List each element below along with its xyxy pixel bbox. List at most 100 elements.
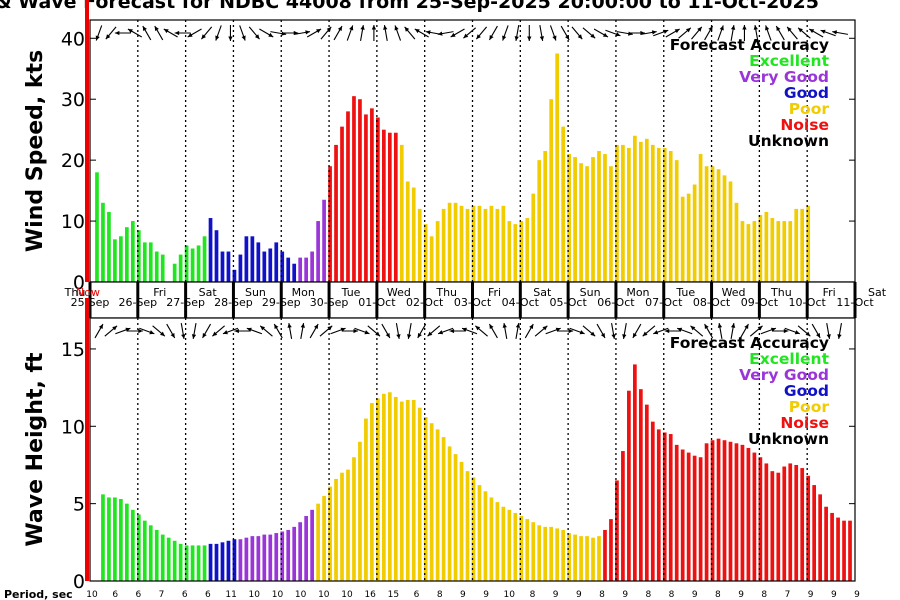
wave-direction-arrow-head (300, 323, 305, 328)
wave-direction-arrow-head (717, 323, 723, 328)
wave-legend-very-good: Very Good (739, 366, 829, 384)
wave-bar (836, 517, 840, 581)
wave-bar (692, 455, 697, 581)
wave-bar (166, 537, 171, 581)
wind-direction-arrow (691, 26, 703, 40)
wave-direction-arrow (341, 328, 358, 334)
wind-legend-title: Forecast Accuracy (670, 36, 829, 54)
wind-bar (513, 224, 518, 282)
day-date-label: 09-Oct (741, 296, 779, 309)
wave-bar (495, 502, 500, 581)
wave-bar (818, 494, 822, 581)
wave-direction-arrow-head (542, 325, 548, 331)
wind-bar (465, 208, 470, 282)
wave-bar (447, 446, 452, 581)
wind-legend-good: Good (784, 84, 829, 102)
wave-bar (376, 398, 380, 581)
wind-bar (184, 245, 189, 282)
wind-bar (627, 147, 631, 282)
wind-direction-arrow (187, 28, 202, 38)
period-value: 8 (599, 590, 605, 600)
day-date-label: 28-Sep (214, 296, 253, 309)
day-date-label: 30-Sep (310, 296, 349, 309)
wind-bar (393, 132, 398, 282)
wave-bar (268, 534, 273, 581)
wind-bar (782, 221, 787, 282)
wave-direction-arrow (730, 323, 736, 339)
wave-bar (423, 417, 428, 581)
wind-direction-arrow (640, 30, 657, 35)
wind-direction-arrow (549, 25, 557, 41)
wind-bar (585, 166, 589, 282)
wind-direction-arrow-head (765, 25, 770, 31)
wave-bar (477, 485, 482, 581)
wind-direction-arrow-head (502, 35, 507, 41)
wind-direction-arrow (114, 30, 131, 36)
wind-direction-arrow-head (590, 33, 596, 39)
wind-direction-arrow-head (719, 25, 724, 31)
wave-direction-arrow (664, 328, 681, 334)
wind-direction-arrow-head (215, 35, 220, 41)
wave-bar (154, 529, 159, 581)
wave-direction-arrow-head (246, 327, 252, 332)
wind-bar (364, 114, 368, 282)
day-name-label: Tue (675, 286, 695, 299)
wind-bar (800, 208, 805, 282)
wind-direction-arrow-head (425, 30, 431, 35)
wind-bar (328, 166, 332, 282)
wind-direction-arrow-head (114, 30, 120, 36)
wind-bar (196, 245, 201, 282)
period-value: 9 (692, 590, 698, 600)
wave-bar (262, 534, 267, 581)
wind-direction-arrow (765, 25, 772, 41)
day-date-label: 29-Sep (262, 296, 301, 309)
wave-ylabel: Wave Height, ft (23, 352, 48, 547)
day-name-label: Sat (868, 286, 887, 299)
wind-bar (483, 208, 488, 282)
wave-direction-arrow-head (202, 332, 207, 338)
wind-bar (621, 144, 625, 282)
wave-bar (453, 454, 458, 581)
wind-bar (549, 99, 554, 282)
day-name-label: Thu (770, 286, 792, 299)
day-date-label: 10-Oct (789, 296, 827, 309)
wind-direction-arrow (215, 25, 222, 41)
day-name-label: Thu (435, 286, 457, 299)
wind-direction-arrow (394, 25, 402, 41)
wave-bar (561, 529, 565, 581)
wave-bar (435, 429, 440, 581)
wind-direction-arrow-head (776, 26, 781, 32)
wave-direction-arrow-head (222, 330, 228, 335)
wave-bar (585, 536, 589, 581)
wave-direction-arrow (191, 323, 197, 339)
wave-frame (89, 317, 856, 582)
wind-bar (704, 166, 709, 282)
wave-bar (483, 491, 488, 581)
wind-bar (417, 208, 422, 282)
day-date-label: 02-Oct (406, 296, 444, 309)
wind-bar (788, 221, 793, 282)
wind-bar (740, 221, 745, 282)
wind-direction-arrow (665, 28, 680, 38)
wave-direction-arrow (524, 323, 534, 339)
wind-direction-arrow-head (527, 36, 532, 41)
wind-direction-arrow (775, 25, 785, 41)
wind-direction-arrow (154, 25, 164, 41)
wind-bar (591, 157, 595, 282)
wave-direction-arrow (437, 327, 454, 335)
day-date-label: 11-Oct (836, 296, 874, 309)
wave-bar (399, 401, 404, 581)
wave-bar (286, 529, 291, 581)
wave-direction-arrow-head (313, 324, 319, 330)
wave-direction-arrow-head (826, 334, 831, 339)
period-value: 10 (249, 590, 261, 600)
wind-bar (722, 175, 727, 282)
wave-legend-excellent: Excellent (749, 350, 829, 368)
period-value: 9 (553, 590, 559, 600)
period-value: 10 (341, 590, 353, 600)
wind-bar (178, 254, 183, 282)
wave-bar (364, 418, 368, 581)
wave-direction-arrow (534, 325, 548, 337)
wind-direction-arrow-head (163, 29, 169, 34)
wind-direction-arrow (753, 25, 759, 41)
